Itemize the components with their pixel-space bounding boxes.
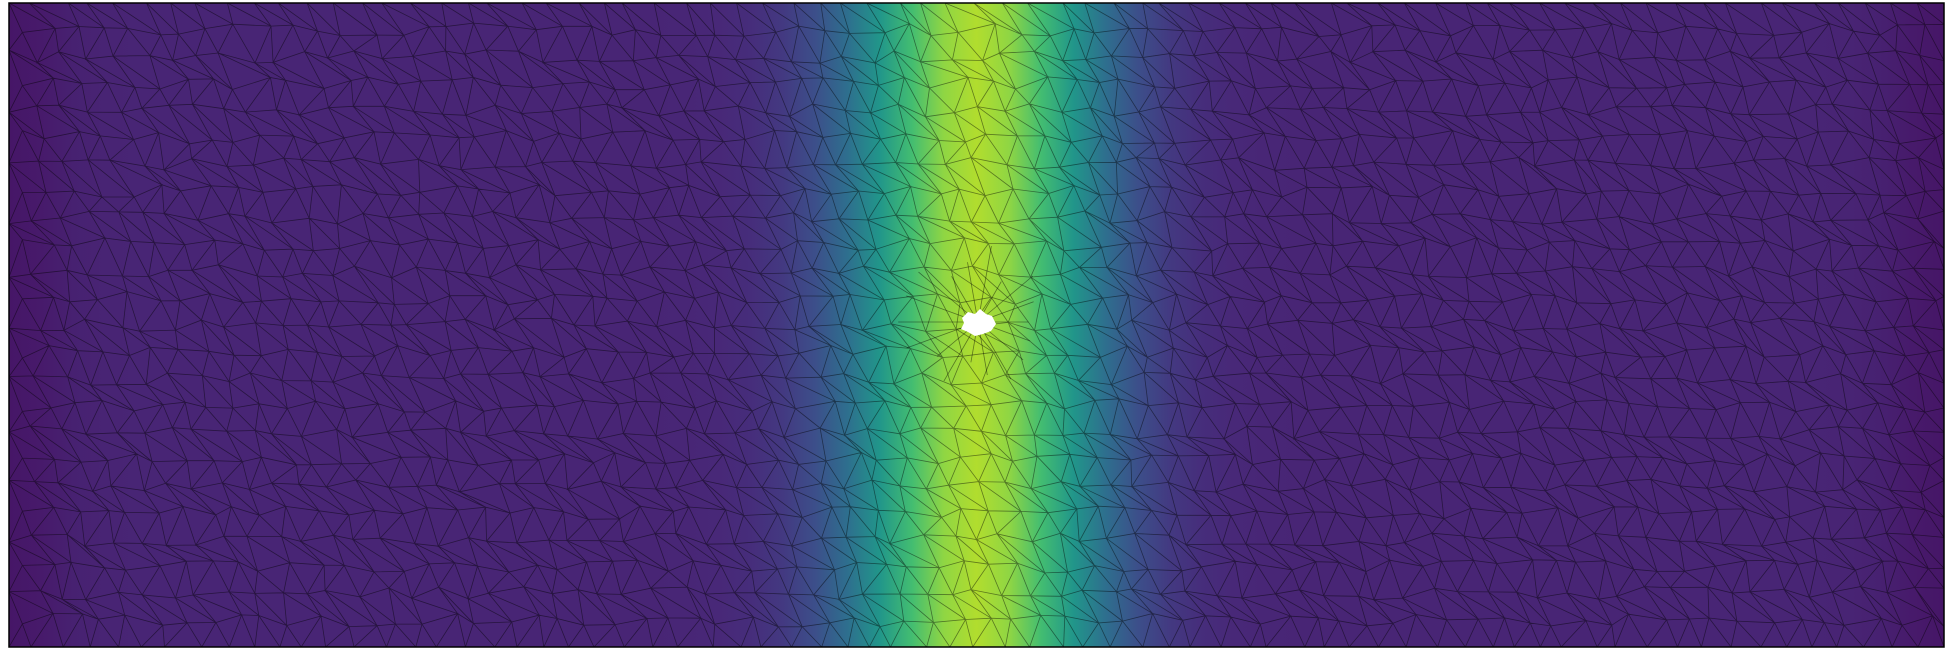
mesh-edges bbox=[9, 3, 1944, 647]
refinement-edge bbox=[967, 262, 979, 323]
crack-hole bbox=[961, 309, 996, 336]
domain-frame bbox=[8, 2, 1945, 648]
refinement-edge bbox=[977, 275, 1034, 323]
